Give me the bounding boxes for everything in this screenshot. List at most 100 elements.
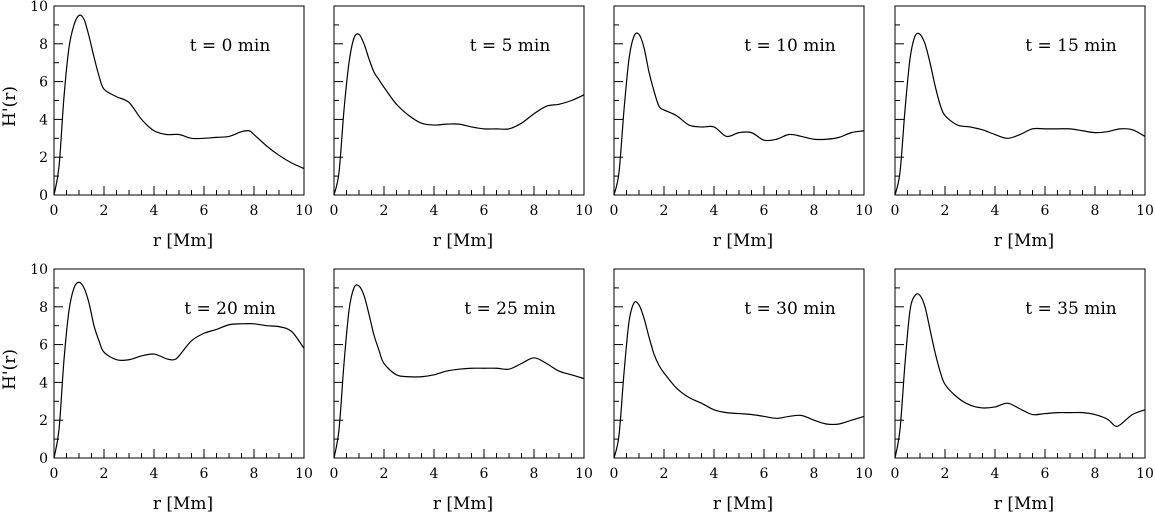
plot-frame (333, 5, 585, 196)
panel-title: t = 0 min (190, 36, 271, 56)
x-tick-label: 2 (941, 203, 950, 219)
y-tick-label: 10 (30, 0, 48, 15)
series-line (613, 32, 865, 196)
panel-3: 0 2 4 6 8 10 r [Mm] t = 10 min (610, 5, 873, 251)
x-tick-label: 8 (810, 203, 819, 219)
x-tick-label: 6 (760, 203, 769, 219)
y-tick-label: 10 (30, 262, 48, 278)
x-tick-label: 10 (575, 466, 593, 482)
x-tick-label: 6 (480, 466, 489, 482)
x-tick-label: 10 (295, 466, 313, 482)
x-tick-label: 8 (530, 466, 539, 482)
x-tick-label: 6 (200, 203, 209, 219)
x-tick-label: 4 (710, 203, 719, 219)
x-tick-label: 4 (150, 203, 159, 219)
plot-frame (613, 268, 865, 459)
panel-title: t = 35 min (1025, 299, 1116, 319)
y-tick-label: 2 (39, 413, 48, 429)
x-tick-label: 2 (660, 466, 669, 482)
panel-1: 0 2 4 6 8 10 0 2 4 6 8 10 r [Mm] H'(r) t = 0 min (0, 0, 313, 251)
panel-5: 0 2 4 6 8 10 0 2 4 6 8 10 r [Mm] H'(r) t = 20 min (0, 262, 313, 513)
panel-title: t = 15 min (1025, 36, 1116, 56)
x-axis-label: r [Mm] (713, 494, 773, 513)
series-line (894, 293, 1146, 459)
x-tick-label: 10 (855, 466, 873, 482)
x-tick-label: 4 (430, 466, 439, 482)
series-line (333, 284, 585, 459)
x-tick-label: 2 (380, 203, 389, 219)
x-tick-label: 4 (710, 466, 719, 482)
x-tick-label: 0 (330, 466, 339, 482)
x-tick-label: 0 (610, 203, 619, 219)
x-tick-label: 8 (250, 203, 259, 219)
x-axis-label: r [Mm] (433, 494, 493, 513)
plot-frame (894, 5, 1146, 196)
plot-frame (53, 5, 305, 196)
x-tick-label: 4 (991, 203, 1000, 219)
x-tick-label: 6 (760, 466, 769, 482)
panel-6: 0 2 4 6 8 10 r [Mm] t = 25 min (330, 268, 593, 513)
panel-title: t = 25 min (464, 299, 555, 319)
series-line (53, 14, 305, 196)
y-tick-label: 4 (39, 112, 48, 128)
x-axis-label: r [Mm] (994, 494, 1054, 513)
y-tick-label: 2 (39, 150, 48, 166)
panel-8: 0 2 4 6 8 10 r [Mm] t = 35 min (891, 268, 1154, 513)
plot-frame (53, 268, 305, 459)
x-tick-label: 2 (660, 203, 669, 219)
x-tick-label: 8 (250, 466, 259, 482)
y-tick-label: 6 (39, 75, 48, 91)
y-axis-label: H'(r) (0, 86, 20, 127)
x-tick-label: 0 (50, 466, 59, 482)
x-tick-label: 4 (991, 466, 1000, 482)
x-axis-label: r [Mm] (994, 231, 1054, 251)
series-line (894, 32, 1146, 196)
y-tick-label: 8 (39, 300, 48, 316)
x-tick-label: 10 (1136, 203, 1154, 219)
y-tick-label: 8 (39, 37, 48, 53)
series-line (613, 301, 865, 459)
x-tick-label: 6 (1041, 466, 1050, 482)
series-line (333, 33, 585, 196)
x-tick-label: 2 (380, 466, 389, 482)
x-tick-label: 2 (100, 203, 109, 219)
panel-title: t = 5 min (470, 36, 551, 56)
x-tick-label: 6 (200, 466, 209, 482)
plot-frame (613, 5, 865, 196)
x-axis-label: r [Mm] (433, 231, 493, 251)
x-axis-label: r [Mm] (153, 231, 213, 251)
x-tick-label: 0 (891, 466, 900, 482)
panel-7: 0 2 4 6 8 10 r [Mm] t = 30 min (610, 268, 873, 513)
y-axis-label: H'(r) (0, 349, 20, 390)
x-tick-label: 10 (575, 203, 593, 219)
panel-title: t = 30 min (744, 299, 835, 319)
x-tick-label: 0 (891, 203, 900, 219)
x-tick-label: 10 (1136, 466, 1154, 482)
x-tick-label: 0 (50, 203, 59, 219)
y-tick-label: 0 (39, 188, 48, 204)
x-tick-label: 8 (810, 466, 819, 482)
x-tick-label: 6 (1041, 203, 1050, 219)
y-tick-label: 4 (39, 375, 48, 391)
panel-2: 0 2 4 6 8 10 r [Mm] t = 5 min (330, 5, 593, 251)
x-tick-label: 8 (1091, 466, 1100, 482)
x-tick-label: 10 (855, 203, 873, 219)
x-tick-label: 0 (610, 466, 619, 482)
x-axis-label: r [Mm] (153, 494, 213, 513)
series-line (53, 281, 305, 459)
x-tick-label: 0 (330, 203, 339, 219)
panel-4: 0 2 4 6 8 10 r [Mm] t = 15 min (891, 5, 1154, 251)
panel-title: t = 20 min (184, 299, 275, 319)
panel-title: t = 10 min (744, 36, 835, 56)
x-tick-label: 2 (941, 466, 950, 482)
x-tick-label: 2 (100, 466, 109, 482)
y-tick-label: 6 (39, 338, 48, 354)
y-tick-label: 0 (39, 451, 48, 467)
x-tick-label: 8 (1091, 203, 1100, 219)
x-tick-label: 4 (150, 466, 159, 482)
x-tick-label: 6 (480, 203, 489, 219)
x-axis-label: r [Mm] (713, 231, 773, 251)
x-tick-label: 10 (295, 203, 313, 219)
x-tick-label: 4 (430, 203, 439, 219)
